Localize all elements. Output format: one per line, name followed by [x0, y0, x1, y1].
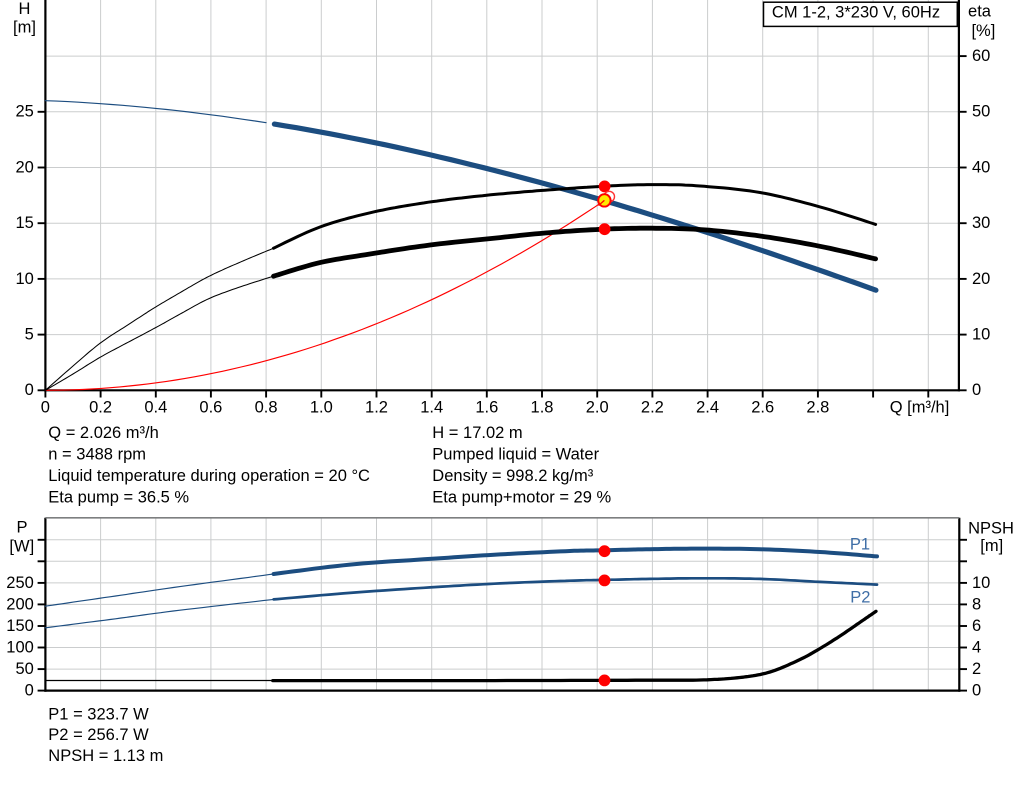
svg-text:5: 5 — [25, 326, 34, 344]
svg-text:1.8: 1.8 — [531, 399, 554, 417]
svg-text:60: 60 — [972, 47, 990, 65]
svg-text:50: 50 — [972, 103, 990, 121]
svg-text:2.4: 2.4 — [696, 399, 719, 417]
svg-text:P2: P2 — [850, 589, 870, 607]
svg-text:1.4: 1.4 — [420, 399, 443, 417]
svg-text:[W]: [W] — [9, 538, 34, 556]
svg-text:Liquid temperature during oper: Liquid temperature during operation = 20… — [48, 467, 370, 485]
svg-text:P1 = 323.7 W: P1 = 323.7 W — [48, 705, 149, 723]
svg-text:25: 25 — [15, 103, 33, 121]
svg-text:0: 0 — [41, 399, 50, 417]
svg-text:NPSH: NPSH — [968, 520, 1014, 538]
svg-text:1.0: 1.0 — [310, 399, 333, 417]
svg-text:15: 15 — [15, 214, 33, 232]
svg-text:20: 20 — [15, 158, 33, 176]
svg-text:2: 2 — [972, 660, 981, 678]
svg-text:10: 10 — [972, 574, 990, 592]
svg-text:0.6: 0.6 — [199, 399, 222, 417]
svg-text:P: P — [16, 519, 27, 537]
svg-text:100: 100 — [6, 638, 34, 656]
svg-text:4: 4 — [972, 638, 981, 656]
svg-text:2.2: 2.2 — [641, 399, 664, 417]
svg-text:Eta pump = 36.5 %: Eta pump = 36.5 % — [48, 489, 189, 507]
svg-text:200: 200 — [6, 595, 34, 613]
svg-text:Q = 2.026 m³/h: Q = 2.026 m³/h — [48, 424, 159, 442]
svg-text:[%]: [%] — [971, 22, 995, 40]
svg-text:6: 6 — [972, 617, 981, 635]
svg-text:30: 30 — [972, 214, 990, 232]
svg-text:8: 8 — [972, 595, 981, 613]
svg-text:150: 150 — [6, 617, 34, 635]
svg-text:n = 3488 rpm: n = 3488 rpm — [48, 446, 146, 464]
svg-text:10: 10 — [972, 326, 990, 344]
svg-text:eta: eta — [968, 2, 992, 20]
svg-text:2.8: 2.8 — [806, 399, 829, 417]
svg-text:Q [m³/h]: Q [m³/h] — [890, 399, 950, 417]
svg-text:0.8: 0.8 — [255, 399, 278, 417]
svg-text:250: 250 — [6, 574, 34, 592]
svg-text:20: 20 — [972, 270, 990, 288]
svg-text:Pumped liquid = Water: Pumped liquid = Water — [432, 446, 599, 464]
svg-text:2.6: 2.6 — [751, 399, 774, 417]
svg-text:[m]: [m] — [13, 19, 36, 37]
svg-text:10: 10 — [15, 270, 33, 288]
svg-text:P2 = 256.7 W: P2 = 256.7 W — [48, 726, 149, 744]
svg-text:1.2: 1.2 — [365, 399, 388, 417]
svg-text:P1: P1 — [850, 535, 870, 553]
svg-text:H: H — [19, 0, 31, 18]
svg-text:0.4: 0.4 — [144, 399, 167, 417]
svg-text:0: 0 — [972, 682, 981, 700]
svg-text:Eta pump+motor = 29 %: Eta pump+motor = 29 % — [432, 489, 611, 507]
svg-text:2.0: 2.0 — [586, 399, 609, 417]
svg-text:0: 0 — [25, 381, 34, 399]
svg-text:0: 0 — [25, 682, 34, 700]
svg-text:1.6: 1.6 — [475, 399, 498, 417]
svg-text:Density = 998.2 kg/m³: Density = 998.2 kg/m³ — [432, 467, 593, 485]
svg-text:[m]: [m] — [980, 537, 1003, 555]
svg-text:CM 1-2, 3*230 V, 60Hz: CM 1-2, 3*230 V, 60Hz — [772, 4, 940, 22]
svg-text:50: 50 — [15, 660, 33, 678]
svg-text:40: 40 — [972, 158, 990, 176]
svg-text:NPSH = 1.13 m: NPSH = 1.13 m — [48, 747, 163, 765]
svg-text:0: 0 — [972, 381, 981, 399]
svg-text:H = 17.02 m: H = 17.02 m — [432, 424, 522, 442]
svg-text:0.2: 0.2 — [89, 399, 112, 417]
